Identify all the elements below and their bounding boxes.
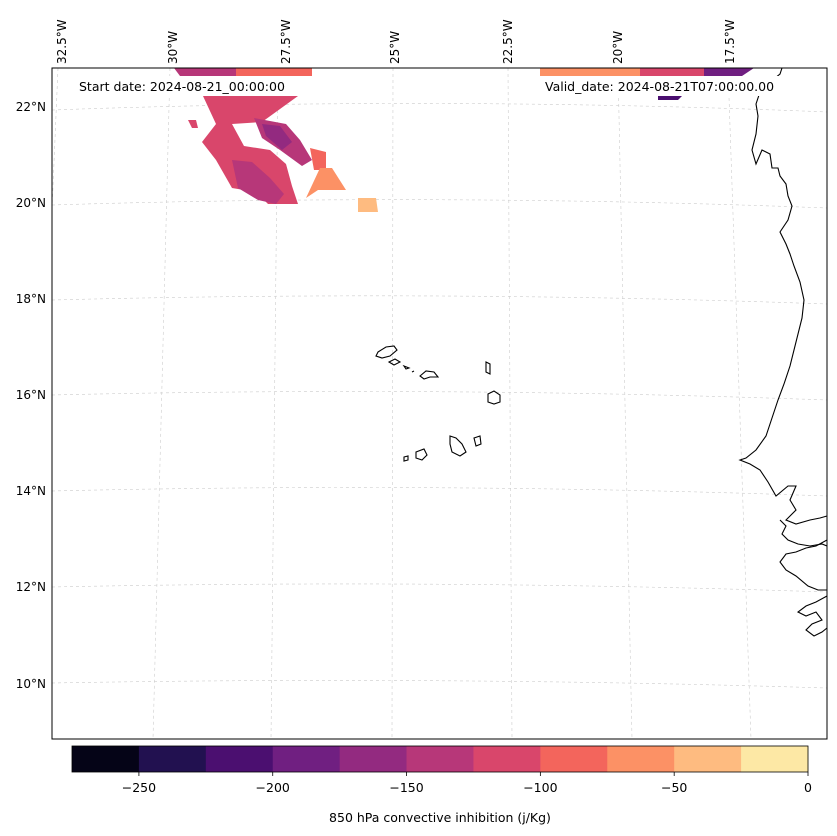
lat-label: 12°N (16, 580, 46, 594)
colorbar-ticks: −250 −200 −150 −100 −50 0 (122, 772, 812, 795)
colorbar-tick-label: −100 (523, 780, 557, 795)
start-label-bg (70, 76, 316, 96)
cin-area-neg150b (232, 160, 284, 204)
gridlines (51, 67, 828, 740)
lat-label: 10°N (16, 677, 46, 691)
valid-label-bg (538, 76, 808, 96)
colorbar-tick-label: −50 (661, 780, 687, 795)
start-date-label: Start date: 2024-08-21_00:00:00 (79, 79, 285, 94)
lat-label: 22°N (16, 100, 46, 114)
colorbar-bin (473, 746, 541, 772)
colorbar-bin (741, 746, 809, 772)
lon-label: 25°W (388, 31, 402, 64)
colorbar-bins (72, 746, 809, 772)
cin-area-neg175 (262, 124, 292, 150)
latitude-labels: 22°N 20°N 18°N 16°N 14°N 12°N 10°N (16, 100, 46, 691)
valid-date-label: Valid_date: 2024-08-21T07:00:00.00 (545, 79, 774, 94)
colorbar-bin (272, 746, 341, 772)
island-sao-nicolau (411, 370, 440, 380)
colorbar: −250 −200 −150 −100 −50 0 850 hPa convective … (71, 745, 812, 825)
cin-area-top-right-b (640, 68, 712, 76)
coastlines (375, 67, 828, 637)
island-santo-antao (375, 345, 398, 359)
cin-area-neg50 (358, 198, 378, 212)
colorbar-bin (607, 746, 675, 772)
cin-area-neg100 (202, 96, 298, 204)
lon-label: 20°W (611, 31, 625, 64)
island-santiago (449, 435, 467, 457)
lon-label: 22.5°W (501, 19, 515, 64)
lon-label: 17.5°W (723, 19, 737, 64)
lat-label: 18°N (16, 292, 46, 306)
colorbar-tick-label: −250 (122, 780, 156, 795)
island-maio (473, 435, 482, 447)
lon-label: 30°W (166, 31, 180, 64)
colorbar-bin (138, 746, 207, 772)
colorbar-tick-label: −200 (256, 780, 290, 795)
colorbar-bin (72, 746, 140, 772)
island-sao-vicente (387, 358, 402, 366)
africa-coastline (738, 67, 828, 525)
cin-area-neg125 (188, 120, 198, 128)
lat-label: 20°N (16, 196, 46, 210)
island-fogo (415, 448, 428, 461)
lat-label: 16°N (16, 388, 46, 402)
gambia-casamance (779, 519, 828, 547)
colorbar-bin (205, 746, 274, 772)
colorbar-label: 850 hPa convective inhibition (j/Kg) (329, 810, 551, 825)
colorbar-bin (540, 746, 608, 772)
island-brava (403, 455, 409, 462)
colorbar-bin (339, 746, 408, 772)
colorbar-bin (406, 746, 474, 772)
cin-area-top-right-c (704, 68, 754, 76)
map-panel (51, 67, 828, 740)
longitude-labels: 32.5°W 30°W 27.5°W 25°W 22.5°W 20°W 17.5… (55, 19, 737, 64)
cin-area-neg75 (306, 168, 346, 198)
lon-label: 27.5°W (279, 19, 293, 64)
colorbar-frame (71, 745, 809, 773)
island-boa-vista (487, 390, 501, 405)
cin-contours (174, 68, 754, 212)
lon-label: 32.5°W (55, 19, 69, 64)
cin-area-neg100b (310, 148, 326, 170)
colorbar-tick-label: −150 (389, 780, 423, 795)
africa-coastline-south (779, 539, 828, 637)
colorbar-bin (674, 746, 742, 772)
island-santa-luzia (402, 364, 411, 370)
colorbar-tick-label: 0 (804, 780, 812, 795)
island-sal (485, 361, 491, 375)
cin-area-neg75b (236, 68, 312, 76)
lat-label: 14°N (16, 484, 46, 498)
